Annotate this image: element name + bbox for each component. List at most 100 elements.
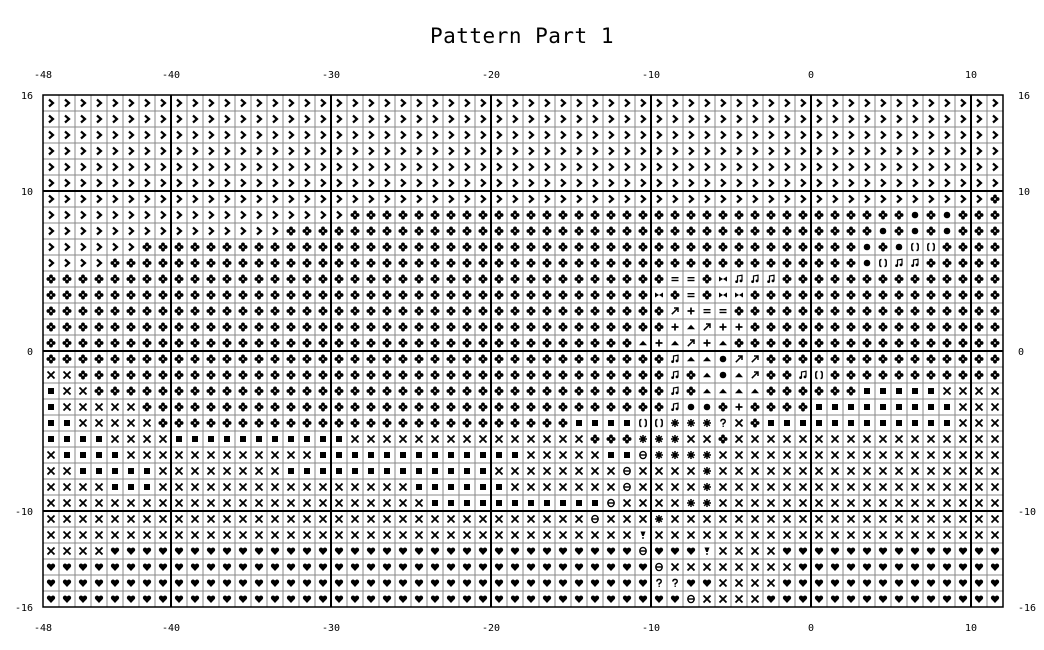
filled-square-icon bbox=[288, 468, 294, 474]
filled-square-icon bbox=[80, 468, 86, 474]
filled-square-icon bbox=[320, 436, 326, 442]
filled-square-icon bbox=[64, 452, 70, 458]
filled-square-icon bbox=[928, 404, 934, 410]
filled-square-icon bbox=[416, 484, 422, 490]
filled-circle-icon bbox=[687, 403, 695, 411]
filled-circle-icon bbox=[943, 227, 951, 235]
filled-square-icon bbox=[464, 484, 470, 490]
asterisk-icon bbox=[702, 482, 712, 492]
filled-square-icon bbox=[208, 436, 214, 442]
filled-square-icon bbox=[368, 452, 374, 458]
filled-circle-icon bbox=[719, 355, 727, 363]
filled-square-icon bbox=[48, 420, 54, 426]
filled-square-icon bbox=[608, 452, 614, 458]
filled-square-icon bbox=[608, 420, 614, 426]
asterisk-icon bbox=[670, 418, 680, 428]
y-tick-label-left: 16 bbox=[21, 91, 33, 102]
filled-circle-icon bbox=[703, 403, 711, 411]
filled-circle-icon bbox=[879, 227, 887, 235]
filled-square-icon bbox=[864, 404, 870, 410]
y-tick-label-right: -10 bbox=[1018, 507, 1036, 518]
asterisk-icon bbox=[702, 498, 712, 508]
filled-square-icon bbox=[48, 404, 54, 410]
filled-square-icon bbox=[880, 420, 886, 426]
filled-square-icon bbox=[224, 436, 230, 442]
y-tick-label-right: -16 bbox=[1018, 603, 1036, 614]
filled-square-icon bbox=[384, 452, 390, 458]
filled-square-icon bbox=[832, 420, 838, 426]
filled-square-icon bbox=[784, 420, 790, 426]
filled-square-icon bbox=[352, 452, 358, 458]
filled-square-icon bbox=[576, 420, 582, 426]
filled-square-icon bbox=[880, 404, 886, 410]
asterisk-icon bbox=[670, 434, 680, 444]
filled-square-icon bbox=[304, 436, 310, 442]
filled-square-icon bbox=[80, 452, 86, 458]
filled-square-icon bbox=[112, 468, 118, 474]
filled-square-icon bbox=[96, 436, 102, 442]
filled-square-icon bbox=[432, 452, 438, 458]
asterisk-icon bbox=[702, 418, 712, 428]
filled-square-icon bbox=[768, 420, 774, 426]
y-tick-label-right: 0 bbox=[1018, 347, 1024, 358]
filled-square-icon bbox=[448, 484, 454, 490]
x-tick-label-bottom: -40 bbox=[162, 623, 180, 634]
filled-square-icon bbox=[512, 500, 518, 506]
filled-square-icon bbox=[416, 452, 422, 458]
filled-square-icon bbox=[128, 468, 134, 474]
y-tick-label-left: -10 bbox=[15, 507, 33, 518]
filled-circle-icon bbox=[895, 243, 903, 251]
asterisk-icon bbox=[638, 434, 648, 444]
y-tick-label-left: 10 bbox=[21, 187, 33, 198]
filled-square-icon bbox=[176, 436, 182, 442]
asterisk-icon bbox=[686, 450, 696, 460]
asterisk-icon bbox=[686, 498, 696, 508]
filled-square-icon bbox=[928, 388, 934, 394]
filled-square-icon bbox=[448, 452, 454, 458]
y-tick-label-left: 0 bbox=[27, 347, 33, 358]
filled-square-icon bbox=[464, 452, 470, 458]
filled-square-icon bbox=[144, 468, 150, 474]
filled-square-icon bbox=[336, 452, 342, 458]
y-tick-label-right: 10 bbox=[1018, 187, 1030, 198]
filled-square-icon bbox=[864, 388, 870, 394]
filled-square-icon bbox=[432, 500, 438, 506]
filled-square-icon bbox=[624, 452, 630, 458]
filled-square-icon bbox=[400, 468, 406, 474]
filled-square-icon bbox=[256, 436, 262, 442]
grid-border bbox=[42, 94, 1004, 608]
filled-square-icon bbox=[800, 420, 806, 426]
asterisk-icon bbox=[686, 418, 696, 428]
filled-square-icon bbox=[112, 452, 118, 458]
filled-square-icon bbox=[384, 468, 390, 474]
filled-square-icon bbox=[848, 420, 854, 426]
filled-square-icon bbox=[400, 452, 406, 458]
filled-square-icon bbox=[592, 420, 598, 426]
filled-square-icon bbox=[928, 420, 934, 426]
filled-square-icon bbox=[240, 436, 246, 442]
filled-square-icon bbox=[624, 420, 630, 426]
asterisk-icon bbox=[670, 450, 680, 460]
filled-square-icon bbox=[880, 388, 886, 394]
filled-square-icon bbox=[144, 484, 150, 490]
filled-square-icon bbox=[96, 452, 102, 458]
asterisk-icon bbox=[654, 434, 664, 444]
filled-square-icon bbox=[480, 500, 486, 506]
filled-square-icon bbox=[864, 420, 870, 426]
filled-square-icon bbox=[816, 404, 822, 410]
y-tick-label-right: 16 bbox=[1018, 91, 1030, 102]
filled-square-icon bbox=[912, 404, 918, 410]
filled-square-icon bbox=[464, 468, 470, 474]
filled-square-icon bbox=[64, 420, 70, 426]
filled-circle-icon bbox=[911, 227, 919, 235]
filled-square-icon bbox=[480, 484, 486, 490]
x-tick-label-top: -48 bbox=[34, 70, 52, 81]
filled-square-icon bbox=[192, 436, 198, 442]
filled-square-icon bbox=[464, 500, 470, 506]
filled-square-icon bbox=[320, 452, 326, 458]
filled-square-icon bbox=[272, 436, 278, 442]
filled-square-icon bbox=[448, 468, 454, 474]
filled-square-icon bbox=[912, 420, 918, 426]
filled-square-icon bbox=[432, 468, 438, 474]
filled-square-icon bbox=[128, 484, 134, 490]
